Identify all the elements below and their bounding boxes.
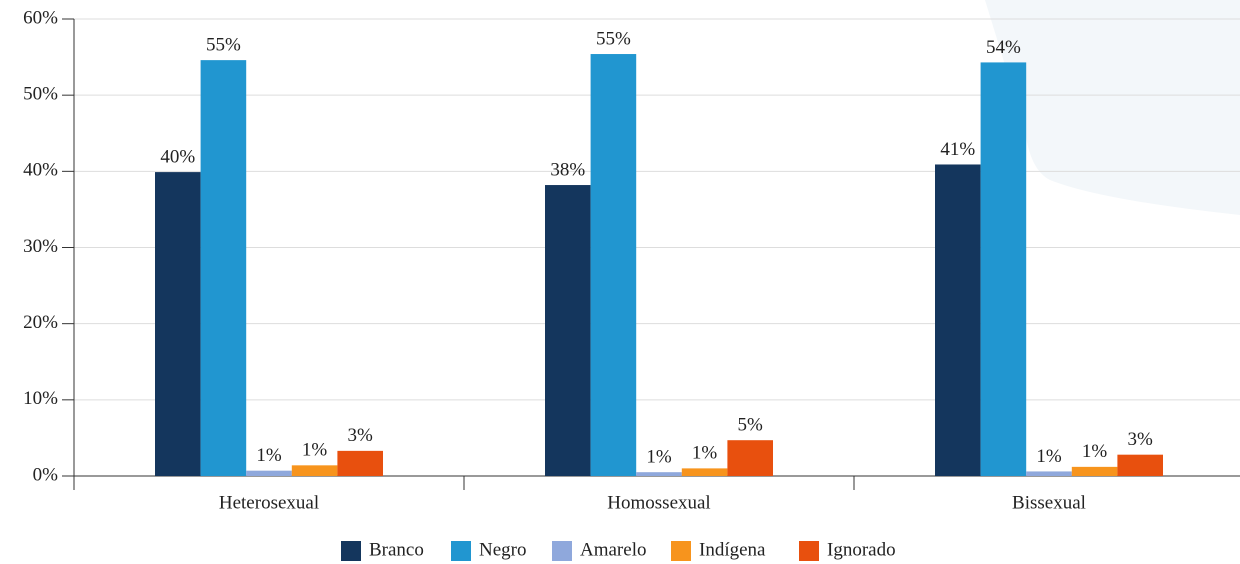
value-label: 1% — [256, 445, 282, 466]
legend-label: Amarelo — [580, 539, 646, 560]
legend-label: Ignorado — [827, 539, 896, 560]
bar — [727, 440, 773, 476]
background-shape — [985, 0, 1240, 215]
value-label: 54% — [986, 37, 1021, 58]
value-label: 1% — [1036, 446, 1062, 467]
y-tick-label: 60% — [23, 7, 58, 28]
y-tick-label: 0% — [33, 464, 59, 485]
bar — [681, 468, 728, 476]
bar — [1026, 471, 1072, 476]
y-tick-label: 50% — [23, 84, 58, 105]
bar — [980, 62, 1027, 476]
legend-swatch — [552, 541, 572, 561]
value-label: 3% — [1128, 429, 1154, 450]
bar — [545, 185, 591, 476]
bar — [246, 470, 292, 476]
bar — [935, 164, 981, 476]
y-tick-label: 30% — [23, 236, 58, 257]
value-label: 1% — [1082, 441, 1108, 462]
x-tick-label: Homossexual — [607, 492, 710, 513]
value-label: 1% — [302, 440, 328, 461]
y-tick-label: 10% — [23, 388, 58, 409]
value-label: 40% — [160, 146, 195, 167]
bar — [200, 60, 247, 476]
bar — [337, 450, 383, 476]
value-label: 38% — [550, 159, 585, 180]
bar — [155, 172, 201, 476]
bar — [1117, 454, 1163, 476]
legend-label: Branco — [369, 539, 424, 560]
bar — [590, 54, 637, 476]
legend-label: Indígena — [699, 539, 766, 560]
legend-swatch — [451, 541, 471, 561]
x-tick-label: Heterosexual — [219, 492, 319, 513]
value-label: 3% — [348, 425, 374, 446]
bar — [1071, 466, 1118, 476]
bar — [291, 465, 338, 476]
y-tick-label: 40% — [23, 160, 58, 181]
value-label: 55% — [596, 28, 631, 49]
x-tick-label: Bissexual — [1012, 492, 1086, 513]
legend-swatch — [671, 541, 691, 561]
value-label: 41% — [940, 139, 975, 160]
value-label: 1% — [692, 443, 718, 464]
legend-swatch — [799, 541, 819, 561]
legend-label: Negro — [479, 539, 526, 560]
value-label: 55% — [206, 34, 241, 55]
value-label: 1% — [646, 447, 672, 468]
value-label: 5% — [738, 415, 764, 436]
bar — [636, 472, 682, 476]
legend-swatch — [341, 541, 361, 561]
y-tick-label: 20% — [23, 312, 58, 333]
